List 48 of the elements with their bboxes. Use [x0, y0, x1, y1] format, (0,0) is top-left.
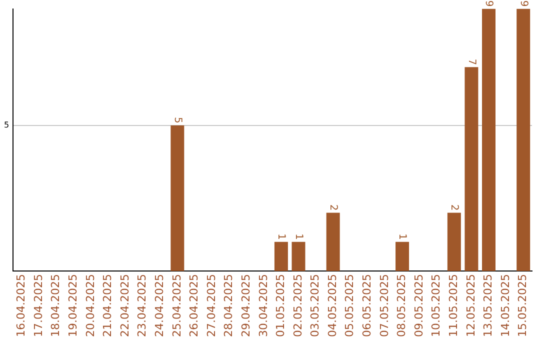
- bar: [464, 67, 478, 272]
- bar: [447, 212, 461, 272]
- data-label: 9: [483, 0, 494, 7]
- x-tick-label: 22.04.2025: [118, 274, 132, 338]
- x-tick-label: 06.05.2025: [360, 274, 374, 338]
- x-tick-label: 19.04.2025: [66, 274, 80, 338]
- data-label: 7: [466, 58, 477, 66]
- x-tick-label: 27.04.2025: [204, 274, 218, 338]
- data-label: 5: [172, 116, 183, 124]
- x-tick-label: 01.05.2025: [274, 274, 288, 338]
- x-tick-label: 24.04.2025: [152, 274, 166, 338]
- x-tick-label: 10.05.2025: [430, 274, 443, 338]
- bar: [170, 125, 184, 272]
- bar: [292, 242, 306, 272]
- x-tick-label: 02.05.2025: [291, 274, 304, 338]
- x-tick-label: 20.04.2025: [84, 274, 97, 338]
- x-tick-label: 14.05.2025: [498, 274, 512, 338]
- x-tick-label: 29.04.2025: [239, 274, 252, 338]
- x-tick-label: 28.04.2025: [222, 274, 236, 338]
- x-tick-label: 18.04.2025: [49, 274, 62, 338]
- x-tick-label: 05.05.2025: [343, 274, 356, 338]
- x-tick-label: 11.05.2025: [447, 274, 460, 338]
- x-tick-label: 13.05.2025: [482, 274, 495, 338]
- bar: [274, 242, 288, 272]
- x-tick-label: 07.05.2025: [378, 274, 391, 338]
- x-tick-label: 17.04.2025: [32, 274, 45, 338]
- data-label: 2: [327, 204, 338, 211]
- data-label: 1: [396, 234, 408, 240]
- x-tick-label: 08.05.2025: [395, 274, 408, 338]
- x-tick-label: 09.05.2025: [412, 274, 426, 338]
- x-tick-label: 25.04.2025: [170, 274, 184, 338]
- bar: [326, 212, 340, 272]
- bar: [396, 242, 410, 272]
- data-label: 9: [518, 0, 529, 7]
- data-label: 1: [276, 234, 287, 240]
- x-tick-label: 26.04.2025: [188, 274, 201, 338]
- x-tick-label: 16.04.2025: [14, 274, 28, 338]
- bar: [482, 8, 496, 272]
- x-tick-label: 30.04.2025: [256, 274, 270, 338]
- x-tick-label: 21.04.2025: [101, 274, 114, 338]
- x-tick-label: 03.05.2025: [308, 274, 322, 338]
- data-label: 1: [292, 234, 304, 240]
- data-label: 2: [448, 204, 460, 211]
- bar: [516, 8, 530, 272]
- x-tick-label: 15.05.2025: [516, 274, 530, 338]
- x-tick-label: 04.05.2025: [326, 274, 339, 338]
- x-tick-label: 12.05.2025: [464, 274, 478, 338]
- x-tick-label: 23.04.2025: [136, 274, 149, 338]
